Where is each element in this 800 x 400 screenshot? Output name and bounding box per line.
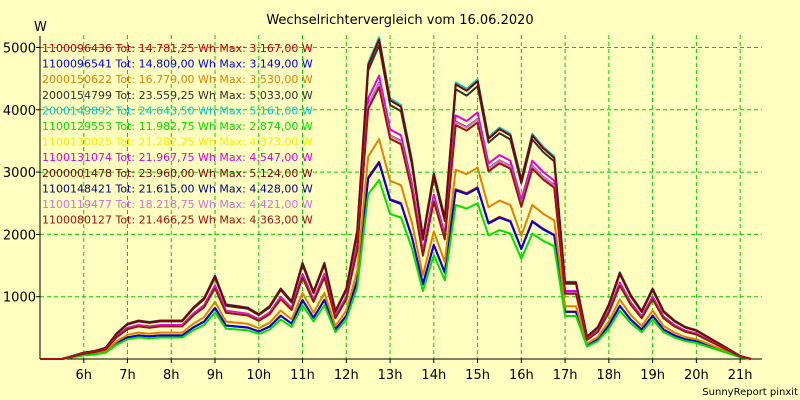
x-tick-label: 10h xyxy=(246,368,271,383)
x-tick-label: 9h xyxy=(207,368,224,383)
x-tick-label: 21h xyxy=(728,368,753,383)
x-tick-label: 11h xyxy=(290,368,315,383)
chart-title: Wechselrichtervergleich vom 16.06.2020 xyxy=(266,13,533,28)
x-tick-labels: 6h 7h 8h 9h 10h 11h 12h 13h 14h 15h 16h 17h 18h 19h 20… xyxy=(75,359,753,383)
legend-entry-9: 2000001478 Tot: 23.960,00 Wh Max: 5.124,… xyxy=(42,167,313,180)
y-tick-label: 1000 xyxy=(3,291,36,306)
x-tick-label: 17h xyxy=(553,368,578,383)
series-line-2 xyxy=(40,161,752,360)
legend-entry-8: 1100131074 Tot: 21.967,75 Wh Max: 4.547,… xyxy=(42,151,313,164)
x-tick-label: 6h xyxy=(75,368,92,383)
footer-credit: SunnyReport pinxit xyxy=(702,387,798,398)
axes xyxy=(39,36,762,360)
x-tick-label: 13h xyxy=(378,368,403,383)
legend-entry-11: 1100119477 Tot: 18.218,75 Wh Max: 4.421,… xyxy=(42,198,313,211)
legend: 1100096436 Tot: 14.781,25 Wh Max: 3.167,… xyxy=(42,42,313,227)
series-line-3 xyxy=(40,138,752,360)
series-line-6 xyxy=(40,178,752,360)
y-tick-label: 3000 xyxy=(3,166,36,181)
x-tick-label: 14h xyxy=(421,368,446,383)
x-tick-label: 12h xyxy=(334,368,359,383)
y-tick-labels: 1000 2000 3000 4000 5000 xyxy=(3,41,40,306)
series-line-9 xyxy=(40,38,752,360)
legend-entry-7: 1100130025 Tot: 21.282,25 Wh Max: 4.373,… xyxy=(42,136,313,149)
y-axis-unit-label: W xyxy=(34,20,47,35)
x-tick-label: 18h xyxy=(596,368,621,383)
legend-entry-2: 1100096541 Tot: 14.809,00 Wh Max: 3.149,… xyxy=(42,58,313,71)
x-tick-label: 16h xyxy=(509,368,534,383)
legend-entry-10: 1100148421 Tot: 21.615,00 Wh Max: 4.428,… xyxy=(42,182,313,195)
x-tick-label: 20h xyxy=(684,368,709,383)
y-tick-label: 4000 xyxy=(3,104,36,119)
y-tick-label: 5000 xyxy=(3,41,36,56)
x-tick-label: 19h xyxy=(640,368,665,383)
legend-entry-5: 2000149892 Tot: 24.643,50 Wh Max: 5.161,… xyxy=(42,104,313,117)
legend-entry-6: 1100129553 Tot: 11.982,75 Wh Max: 2.874,… xyxy=(42,120,313,133)
legend-entry-3: 2000150622 Tot: 16.779,00 Wh Max: 3.530,… xyxy=(42,73,313,86)
x-tick-label: 15h xyxy=(465,368,490,383)
legend-entry-1: 1100096436 Tot: 14.781,25 Wh Max: 3.167,… xyxy=(42,42,313,55)
legend-entry-12: 1100080127 Tot: 21.466,25 Wh Max: 4.363,… xyxy=(42,214,313,227)
series-lines xyxy=(40,36,752,360)
x-tick-label: 7h xyxy=(119,368,136,383)
x-tick-label: 8h xyxy=(163,368,180,383)
legend-entry-4: 2000154799 Tot: 23.559,25 Wh Max: 5.033,… xyxy=(42,89,313,102)
series-line-12 xyxy=(40,86,752,360)
y-tick-label: 2000 xyxy=(3,228,36,243)
